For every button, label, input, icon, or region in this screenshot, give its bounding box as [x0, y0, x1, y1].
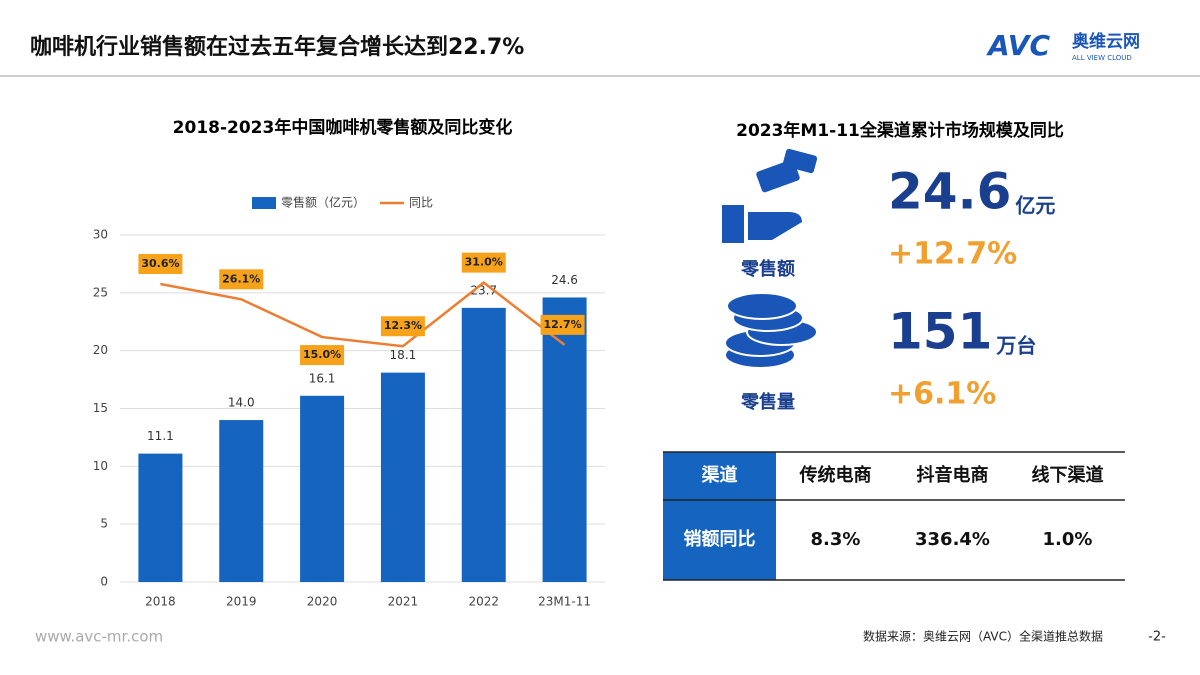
line-value-label: 31.0% [465, 256, 503, 269]
kpi-unit: 万台 [995, 334, 1036, 358]
table-cell [663, 500, 776, 580]
x-tick-label: 2022 [468, 595, 499, 609]
money-icon [722, 148, 818, 243]
line-label-box [138, 253, 183, 274]
line-label-box [461, 252, 506, 273]
table-text: 336.4% [915, 529, 990, 550]
line-value-label: 12.7% [543, 318, 581, 331]
slide-title: 咖啡机行业销售额在过去五年复合增长达到22.7% [30, 34, 524, 60]
logo-en: ALL VIEW CLOUD [1072, 54, 1132, 62]
bar [461, 307, 506, 582]
source: 数据来源：奥维云网（AVC）全渠道推总数据 [863, 629, 1103, 644]
chart-title: 2018-2023年中国咖啡机零售额及同比变化 [172, 118, 513, 138]
logo: AVC [986, 29, 1050, 62]
line [160, 281, 566, 348]
table-text: 抖音电商 [917, 464, 989, 486]
kpi-value: 24.6 [888, 163, 1011, 221]
bar [219, 420, 264, 582]
line-label-box [540, 314, 585, 335]
kpi-growth: +6.1% [888, 377, 996, 412]
coins-icon [724, 292, 818, 369]
bar [300, 395, 345, 582]
y-tick-label: 20 [93, 343, 108, 357]
legend-swatch [252, 197, 276, 209]
kpi-unit: 亿元 [1015, 194, 1055, 218]
bar-value-label: 14.0 [228, 396, 255, 410]
line-value-label: 26.1% [222, 272, 260, 285]
x-tick-label: 2018 [145, 595, 176, 609]
line-value-label: 12.3% [384, 319, 422, 332]
table-text: 传统电商 [799, 464, 872, 486]
line-label-box [219, 269, 264, 290]
x-tick-label: 2019 [226, 595, 257, 609]
x-tick-label: 23M1-11 [538, 595, 591, 609]
table-text: 渠道 [702, 464, 738, 486]
kpi-growth: +12.7% [888, 237, 1017, 272]
chart-title-box: 2018-2023年中国咖啡机零售额及同比变化 [172, 118, 513, 138]
bar [542, 297, 587, 582]
bar-value-label: 16.1 [309, 371, 336, 385]
y-tick-label: 0 [100, 575, 108, 589]
bar [380, 372, 425, 582]
y-tick-label: 10 [93, 459, 108, 473]
page-number: -2- [1148, 630, 1166, 645]
x-tick-label: 2021 [388, 595, 419, 609]
bar [138, 453, 183, 582]
y-tick-label: 30 [93, 228, 108, 242]
table-text: 线下渠道 [1032, 464, 1104, 486]
x-tick-label: 2020 [307, 595, 338, 609]
line-value-label: 15.0% [303, 348, 341, 361]
legend-label: 同比 [409, 196, 433, 210]
kpi-value: 151 [888, 303, 992, 361]
logo-cn: 奥维云网 [1072, 31, 1140, 52]
site: www.avc-mr.com [35, 628, 163, 646]
bar-value-label: 24.6 [551, 273, 578, 287]
bar-value-label: 18.1 [390, 348, 417, 362]
kpi-label: 零售量 [740, 391, 795, 413]
kpi-label: 零售额 [740, 258, 795, 280]
table-cell [663, 452, 776, 500]
y-tick-label: 5 [100, 517, 108, 531]
line-label-box [380, 316, 425, 337]
y-tick-label: 25 [93, 285, 108, 299]
y-tick-label: 15 [93, 401, 108, 415]
legend-label: 零售额（亿元） [281, 195, 365, 210]
table-text: 销额同比 [684, 528, 756, 550]
bar-value-label: 11.1 [147, 429, 174, 443]
table-text: 8.3% [811, 529, 861, 550]
table-text: 1.0% [1043, 529, 1093, 550]
line-label-box [300, 345, 345, 366]
kpi-title: 2023年M1-11全渠道累计市场规模及同比 [736, 120, 1064, 141]
line-value-label: 30.6% [141, 257, 179, 270]
